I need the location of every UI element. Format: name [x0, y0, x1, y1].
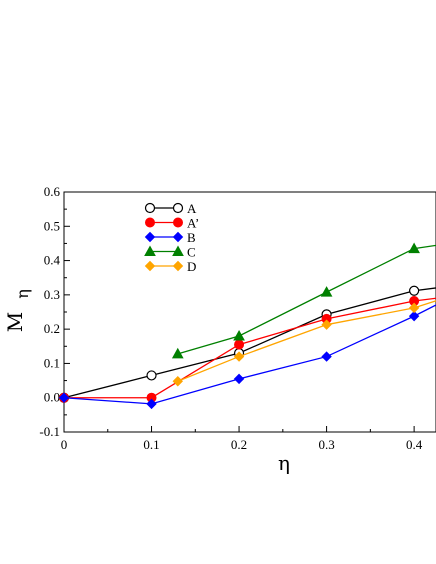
legend-item: C [144, 245, 196, 260]
legend-label: D [187, 259, 196, 274]
legend-marker [173, 217, 183, 228]
series-line [63, 287, 436, 399]
data-point [58, 392, 70, 403]
x-tick-label: 0 [61, 437, 68, 452]
x-tick-label: 0.1 [143, 437, 159, 452]
series-4 [171, 242, 436, 359]
data-point [233, 329, 245, 341]
series-5 [172, 300, 436, 387]
legend-item: D [144, 259, 196, 274]
data-point [408, 242, 420, 254]
series-line [64, 297, 436, 399]
data-point [321, 319, 332, 330]
data-point [146, 398, 157, 410]
data-point [408, 310, 420, 322]
y-tick-label: 0.5 [44, 218, 60, 233]
legend-item: B [144, 230, 196, 245]
legend-item: A [144, 201, 197, 216]
series-line [177, 300, 436, 382]
legend-item: A’ [145, 216, 199, 231]
y-tick-label: 0.3 [44, 287, 60, 302]
legend-marker [172, 231, 184, 243]
y-tick-label: 0.6 [44, 184, 61, 199]
data-point [234, 339, 245, 350]
data-point [233, 351, 245, 362]
series-2 [59, 296, 436, 403]
x-tick-label: 0.3 [318, 437, 334, 452]
legend: AA’BCD [144, 201, 199, 274]
legend-marker [144, 260, 156, 272]
data-point [409, 285, 420, 296]
data-point [320, 286, 333, 297]
series-layer [58, 242, 436, 410]
legend-marker [172, 202, 184, 214]
tick-labels: -0.1 0.0 0.1 0.2 0.3 0.4 0.5 0.6 0 0.1 0.2 0.3 0.4 [39, 184, 422, 452]
legend-label: C [187, 245, 196, 260]
data-point [146, 370, 157, 381]
series-line [63, 304, 436, 405]
legend-marker [144, 231, 156, 243]
legend-marker [144, 245, 156, 256]
x-tick-label: 0.4 [406, 437, 423, 452]
legend-label: B [187, 230, 196, 245]
y-tick-label: 0.0 [44, 390, 60, 405]
plot-frame [63, 191, 436, 433]
legend-label: A’ [187, 216, 199, 231]
y-axis-title-sub: η [13, 289, 32, 299]
series-line [177, 244, 436, 355]
y-tick-label: 0.2 [44, 321, 60, 336]
y-axis-title-main: M [3, 312, 27, 332]
y-axis-title: M η [3, 289, 32, 332]
data-point [233, 373, 245, 385]
y-tick-label: -0.1 [39, 424, 60, 439]
y-tick-label: 0.4 [44, 253, 61, 268]
data-point [321, 351, 332, 362]
ticks [63, 191, 415, 433]
y-tick-label: 0.1 [44, 355, 60, 370]
legend-marker [145, 217, 155, 228]
legend-label: A [187, 201, 197, 216]
x-tick-label: 0.2 [231, 437, 247, 452]
legend-marker [172, 245, 184, 256]
legend-marker [144, 202, 156, 214]
x-axis-title: η [278, 451, 290, 475]
data-point [408, 302, 420, 314]
series-3 [58, 304, 436, 410]
legend-marker [172, 260, 184, 272]
data-point [172, 376, 183, 387]
data-point [171, 347, 184, 359]
